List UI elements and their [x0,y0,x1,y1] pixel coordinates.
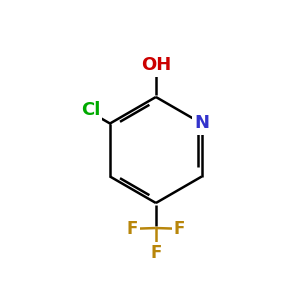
Text: N: N [194,115,209,133]
Text: F: F [150,244,162,262]
Text: Cl: Cl [81,101,100,119]
Text: OH: OH [141,56,171,74]
Text: F: F [174,220,185,238]
Text: F: F [127,220,138,238]
